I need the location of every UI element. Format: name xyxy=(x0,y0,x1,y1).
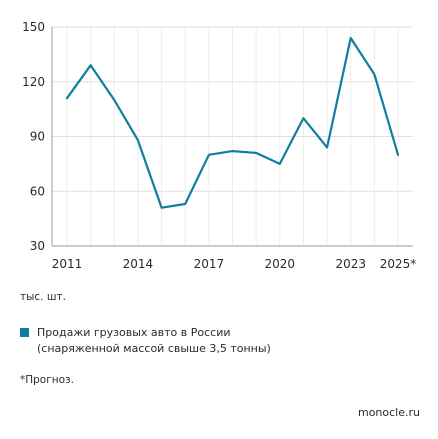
y-axis-ticks: 30 60 90 120 150 xyxy=(22,20,45,253)
series-line xyxy=(65,36,400,209)
x-tick-label: 2025* xyxy=(380,257,417,271)
legend-swatch xyxy=(20,328,29,337)
line-chart: 30 60 90 120 150 2011 2014 2017 2020 2023 2025* xyxy=(22,20,417,271)
chart-grid xyxy=(52,26,413,246)
x-tick-label: 2011 xyxy=(52,257,83,271)
chart-axes xyxy=(51,27,413,247)
x-tick-label: 2020 xyxy=(265,257,296,271)
chart-series xyxy=(65,36,400,209)
source-label: monocle.ru xyxy=(357,406,420,419)
forecast-note: *Прогноз. xyxy=(20,374,74,386)
unit-label: тыс. шт. xyxy=(20,291,66,303)
y-tick-label: 90 xyxy=(30,130,45,144)
legend-label: Продажи грузовых авто в России (снаряжен… xyxy=(37,325,367,357)
x-tick-label: 2023 xyxy=(335,257,366,271)
y-tick-label: 60 xyxy=(30,184,45,198)
x-axis-ticks: 2011 2014 2017 2020 2023 2025* xyxy=(52,257,417,271)
legend-label-line-2: (снаряженной массой свыше 3,5 тонны) xyxy=(37,342,271,355)
y-tick-label: 30 xyxy=(30,239,45,253)
y-tick-label: 120 xyxy=(22,75,45,89)
x-tick-label: 2014 xyxy=(123,257,154,271)
y-tick-label: 150 xyxy=(22,20,45,34)
x-tick-label: 2017 xyxy=(194,257,225,271)
legend-label-line-1: Продажи грузовых авто в России xyxy=(37,326,231,339)
